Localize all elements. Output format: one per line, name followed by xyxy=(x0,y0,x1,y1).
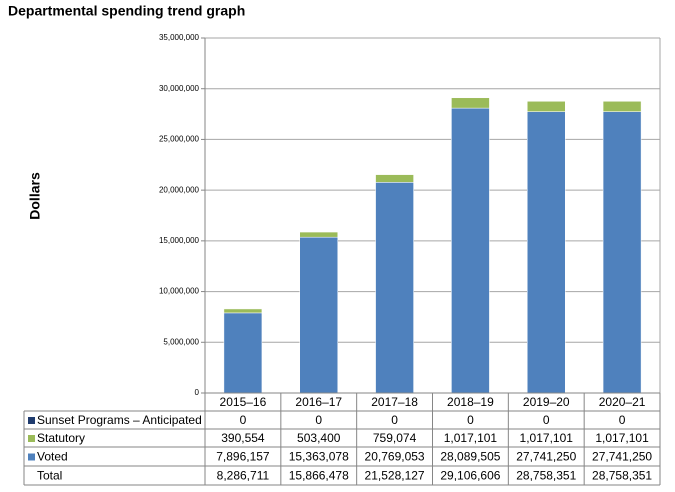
bar-segment xyxy=(223,312,263,394)
bar-segment xyxy=(451,107,490,394)
bar-segment xyxy=(527,111,566,394)
bar-segment xyxy=(375,182,414,394)
bar-segment xyxy=(223,308,263,314)
y-tick-label: 25,000,000 xyxy=(159,135,200,144)
table-cell: 759,074 xyxy=(373,431,417,445)
table-cell: 0 xyxy=(315,413,322,427)
bar-segment xyxy=(375,174,414,183)
x-tick-label: 2017–18 xyxy=(371,395,418,409)
table-cell: 503,400 xyxy=(297,431,341,445)
table-cell: 28,089,505 xyxy=(440,450,500,464)
bar-segment xyxy=(527,101,566,112)
y-tick-label: 10,000,000 xyxy=(159,287,200,296)
table-cell: 1,017,101 xyxy=(520,431,574,445)
x-tick-label: 2016–17 xyxy=(295,395,342,409)
y-axis-label: Dollars xyxy=(27,172,43,220)
x-tick-label: 2018–19 xyxy=(447,395,494,409)
y-tick-label: 15,000,000 xyxy=(159,236,200,245)
legend-swatch xyxy=(28,453,35,461)
bar-segment xyxy=(299,236,338,394)
table-cell: 0 xyxy=(467,413,474,427)
total-label: Total xyxy=(37,469,62,483)
table-cell: 0 xyxy=(240,413,247,427)
legend-label: Sunset Programs – Anticipated xyxy=(37,413,202,427)
chart-title: Departmental spending trend graph xyxy=(8,3,245,19)
y-tick-label: 35,000,000 xyxy=(159,33,200,42)
total-cell: 21,528,127 xyxy=(365,469,425,483)
table-cell: 0 xyxy=(543,413,550,427)
total-cell: 28,758,351 xyxy=(592,469,652,483)
total-cell: 8,286,711 xyxy=(217,469,270,483)
total-cell: 15,866,478 xyxy=(289,469,349,483)
legend-label: Voted xyxy=(37,450,68,464)
y-tick-label: 0 xyxy=(195,388,200,397)
x-tick-label: 2019–20 xyxy=(523,395,570,409)
y-tick-label: 30,000,000 xyxy=(159,84,200,93)
table-cell: 7,896,157 xyxy=(216,450,270,464)
table-cell: 0 xyxy=(619,413,626,427)
table-cell: 1,017,101 xyxy=(444,431,498,445)
table-cell: 27,741,250 xyxy=(592,450,652,464)
table-cell: 0 xyxy=(391,413,398,427)
y-tick-label: 5,000,000 xyxy=(163,337,199,346)
total-cell: 28,758,351 xyxy=(516,469,576,483)
table-cell: 1,017,101 xyxy=(595,431,649,445)
table-cell: 15,363,078 xyxy=(289,450,349,464)
bar-segment xyxy=(299,231,338,238)
bar-segment xyxy=(451,97,490,109)
legend-swatch xyxy=(28,435,35,442)
bar-segment xyxy=(602,111,642,394)
total-cell: 29,106,606 xyxy=(440,469,500,483)
x-tick-label: 2015–16 xyxy=(220,395,267,409)
table-cell: 27,741,250 xyxy=(516,450,576,464)
legend-label: Statutory xyxy=(37,431,85,445)
legend-swatch xyxy=(28,417,35,424)
table-cell: 20,769,053 xyxy=(365,450,425,464)
y-tick-label: 20,000,000 xyxy=(159,185,200,194)
bar-segment xyxy=(602,101,642,112)
x-tick-label: 2020–21 xyxy=(599,395,646,409)
table-cell: 390,554 xyxy=(221,431,265,445)
